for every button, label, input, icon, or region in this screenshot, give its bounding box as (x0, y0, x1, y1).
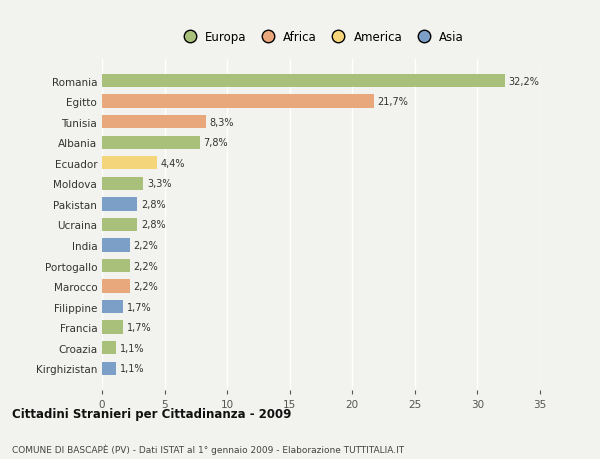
Legend: Europa, Africa, America, Asia: Europa, Africa, America, Asia (173, 26, 469, 48)
Bar (102, 239, 130, 252)
Bar (102, 157, 157, 170)
Bar (102, 259, 130, 273)
Text: 8,3%: 8,3% (209, 118, 234, 127)
Text: 1,7%: 1,7% (127, 302, 152, 312)
Bar (102, 198, 137, 211)
Text: Cittadini Stranieri per Cittadinanza - 2009: Cittadini Stranieri per Cittadinanza - 2… (12, 407, 292, 420)
Text: 4,4%: 4,4% (161, 158, 185, 168)
Text: 1,1%: 1,1% (119, 343, 144, 353)
Bar (102, 136, 200, 150)
Bar (102, 321, 123, 334)
Bar (102, 280, 130, 293)
Text: 2,8%: 2,8% (141, 199, 166, 209)
Text: 1,7%: 1,7% (127, 323, 152, 332)
Text: 1,1%: 1,1% (119, 364, 144, 374)
Bar (102, 116, 206, 129)
Text: 2,2%: 2,2% (133, 281, 158, 291)
Bar (102, 95, 374, 108)
Bar (102, 362, 116, 375)
Bar (102, 341, 116, 355)
Bar (102, 177, 143, 190)
Text: 3,3%: 3,3% (147, 179, 172, 189)
Text: 2,8%: 2,8% (141, 220, 166, 230)
Bar (102, 218, 137, 232)
Bar (102, 75, 505, 88)
Text: 2,2%: 2,2% (133, 261, 158, 271)
Text: 32,2%: 32,2% (509, 76, 539, 86)
Text: COMUNE DI BASCAPÈ (PV) - Dati ISTAT al 1° gennaio 2009 - Elaborazione TUTTITALIA: COMUNE DI BASCAPÈ (PV) - Dati ISTAT al 1… (12, 444, 404, 454)
Bar (102, 300, 123, 313)
Text: 7,8%: 7,8% (203, 138, 228, 148)
Text: 2,2%: 2,2% (133, 241, 158, 251)
Text: 21,7%: 21,7% (377, 97, 408, 107)
